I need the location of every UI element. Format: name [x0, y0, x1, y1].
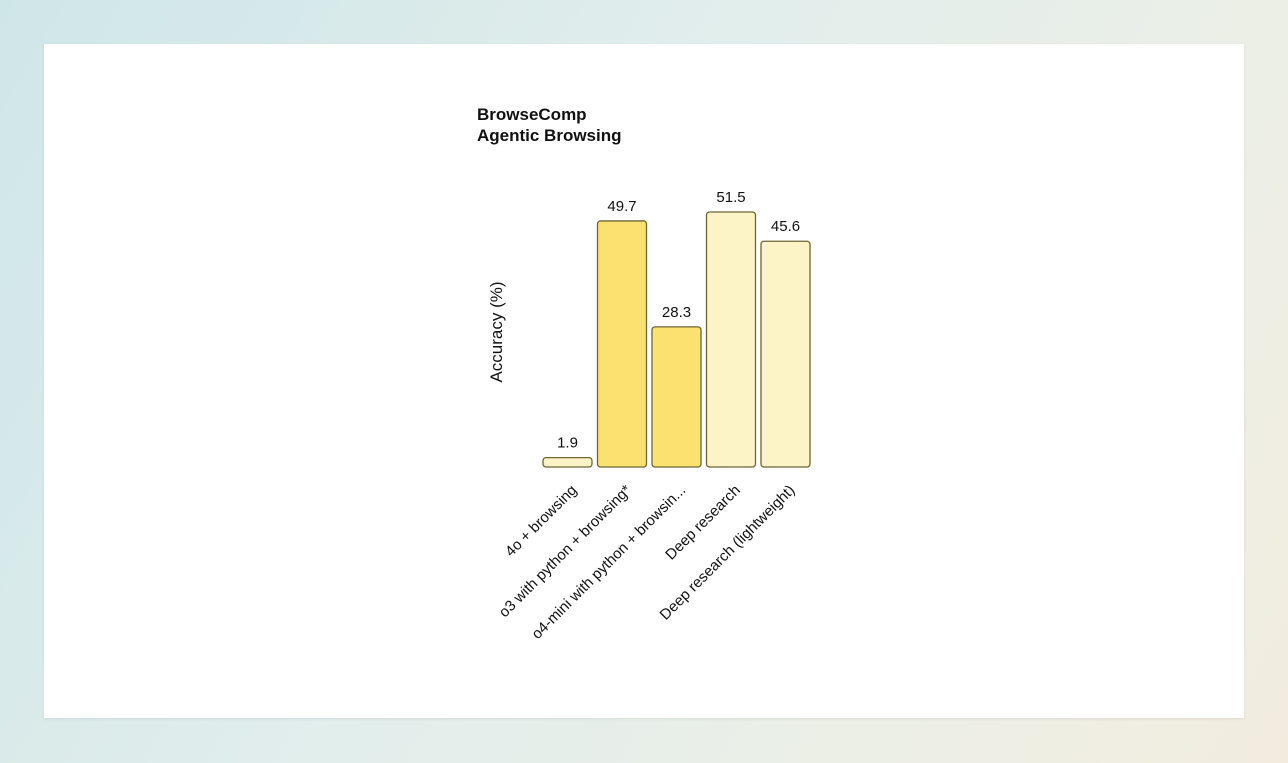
- value-label-2: 49.7: [607, 198, 636, 215]
- bar-4: [705, 211, 757, 468]
- value-label-1: 1.9: [557, 435, 578, 452]
- bar-3: [651, 326, 702, 468]
- bar-1: [542, 456, 593, 468]
- value-label-5: 45.6: [771, 218, 800, 235]
- value-label-3: 28.3: [662, 304, 691, 321]
- chart-title-line-1: BrowseComp: [477, 105, 587, 124]
- y-axis-label: Accuracy (%): [487, 281, 506, 382]
- value-labels-group: 1.9 49.7 28.3 51.5 45.6: [557, 189, 800, 452]
- value-label-4: 51.5: [716, 189, 745, 206]
- chart-title-line-2: Agentic Browsing: [477, 126, 622, 145]
- bars-group: [542, 211, 811, 468]
- bar-2: [596, 220, 648, 468]
- bar-5: [760, 240, 811, 468]
- chart-title: BrowseComp Agentic Browsing: [477, 104, 622, 146]
